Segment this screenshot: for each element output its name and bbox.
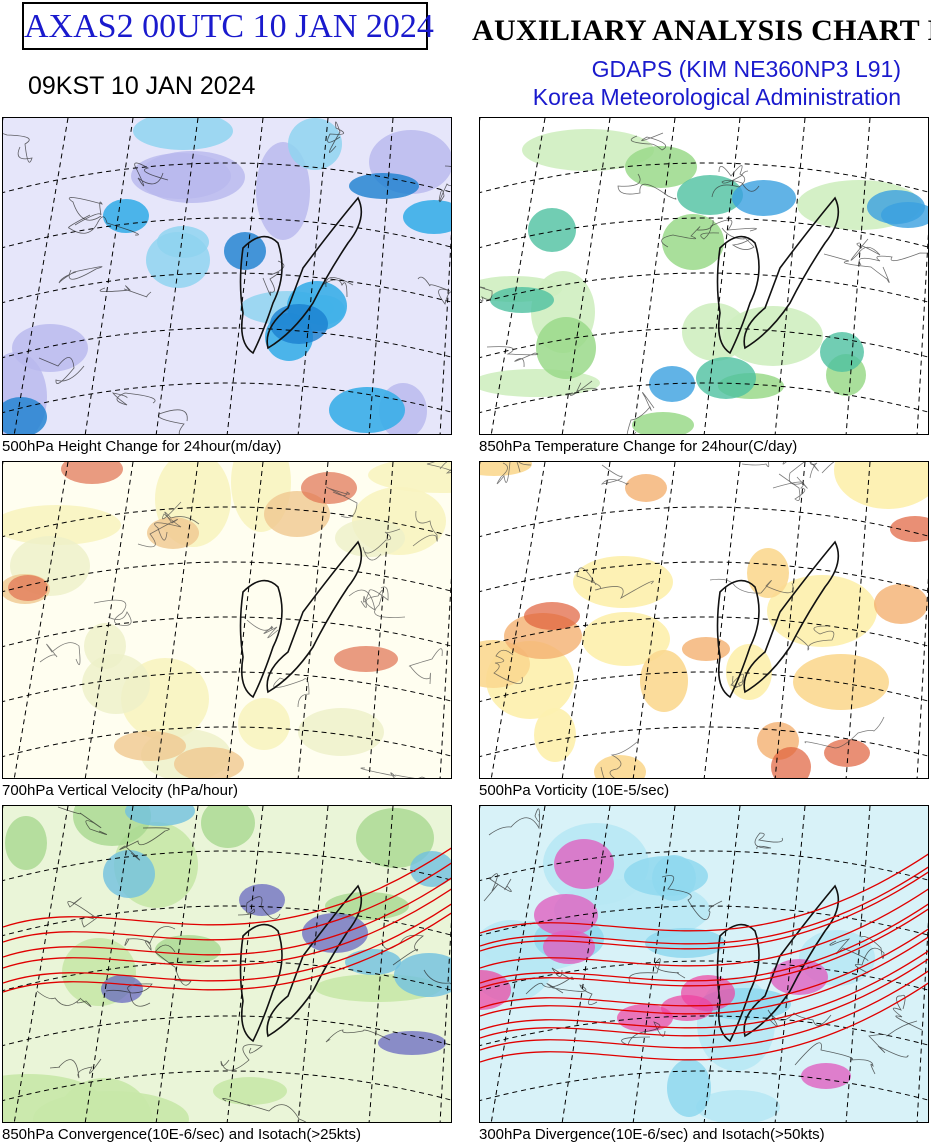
agency-name: Korea Meteorological Administration <box>532 84 901 110</box>
map-panel-temperature-change <box>479 117 929 435</box>
panel-caption: 500hPa Vorticity (10E-5/sec) <box>479 782 670 799</box>
map-panel-height-change <box>2 117 452 435</box>
map-canvas <box>480 118 928 434</box>
map-panel-convergence <box>2 805 452 1123</box>
map-panel-vertical-velocity <box>2 461 452 779</box>
local-time-label: 09KST 10 JAN 2024 <box>28 72 256 100</box>
map-canvas <box>480 462 928 778</box>
panel-caption: 300hPa Divergence(10E-6/sec) and Isotach… <box>479 1126 825 1143</box>
panel-caption: 500hPa Height Change for 24hour(m/day) <box>2 438 282 455</box>
map-canvas <box>3 462 451 778</box>
chart-code-box: AXAS2 00UTC 10 JAN 2024 <box>22 2 434 50</box>
model-name: GDAPS (KIM NE360NP3 L91) <box>591 56 901 82</box>
panel-caption: 850hPa Temperature Change for 24hour(C/d… <box>479 438 798 455</box>
chart-title: AUXILIARY ANALYSIS CHART II <box>472 14 931 47</box>
map-canvas <box>3 806 451 1122</box>
map-canvas <box>3 118 451 434</box>
panel-caption: 850hPa Convergence(10E-6/sec) and Isotac… <box>2 1126 361 1143</box>
panel-caption: 700hPa Vertical Velocity (hPa/hour) <box>2 782 238 799</box>
map-canvas <box>480 806 928 1122</box>
map-panel-divergence <box>479 805 929 1123</box>
map-panel-vorticity <box>479 461 929 779</box>
